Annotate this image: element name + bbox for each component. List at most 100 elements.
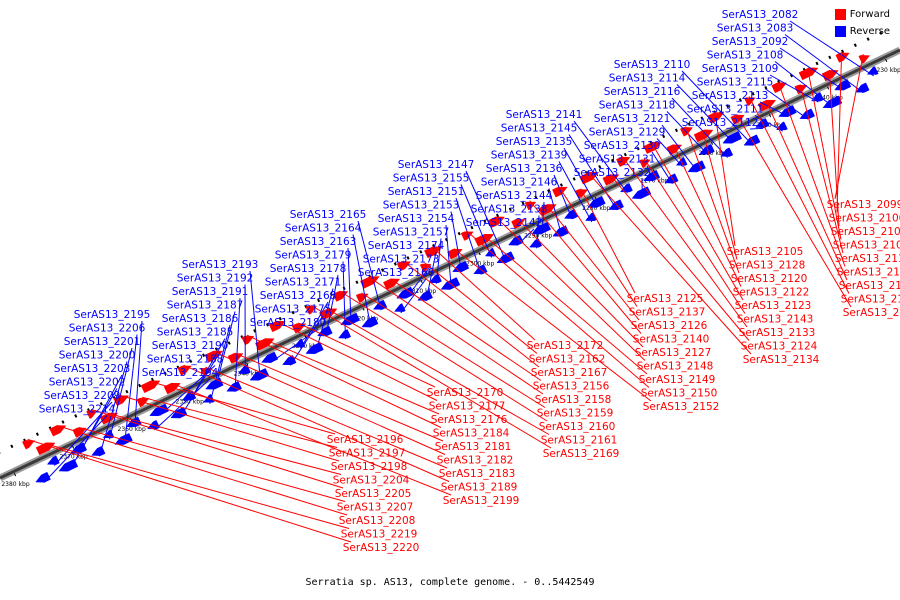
- gene-leader-line: [759, 101, 789, 117]
- gene-label: SerAS13_2155: [393, 173, 470, 185]
- gene-leader-line: [249, 270, 261, 380]
- gene-label: SerAS13_2173: [363, 254, 440, 266]
- feature-mark: [547, 189, 551, 193]
- gene-leader-line: [656, 138, 683, 168]
- axis-tick-label: 2230 kbp: [873, 67, 900, 74]
- axis-tick-label: 2380 kbp: [1, 481, 29, 488]
- legend-reverse-label: Reverse: [849, 26, 890, 37]
- gene-leader-line: [580, 188, 636, 294]
- gene-label: SerAS13_2172: [527, 340, 604, 352]
- gene-leader-line: [529, 200, 642, 334]
- gene-leader-line: [107, 412, 342, 475]
- feature-mark: [636, 146, 640, 151]
- feature-mark: [751, 92, 755, 96]
- gene-leader-line: [568, 134, 618, 211]
- gene-leader-line: [289, 315, 324, 366]
- axis-tick-label: 2370 kbp: [59, 454, 87, 461]
- gene-label: SerAS13_2171: [265, 277, 342, 289]
- gene-leader-line: [297, 322, 436, 388]
- gene-label: SerAS13_2152: [643, 401, 720, 413]
- feature-mark: [623, 152, 627, 157]
- feature-mark: [125, 389, 129, 394]
- gene-label: SerAS13_2174: [368, 240, 445, 252]
- gene-label: SerAS13_2208: [339, 515, 416, 527]
- gene-label: SerAS13_2103: [843, 307, 900, 319]
- forward-gene-arrow: [163, 382, 181, 395]
- gene-label: SerAS13_2125: [627, 293, 704, 305]
- gene-leader-line: [651, 142, 744, 301]
- gene-label: SerAS13_2207: [337, 502, 414, 514]
- gene-label: SerAS13_2196: [327, 434, 404, 446]
- gene-leader-line: [368, 276, 544, 395]
- feature-mark: [738, 98, 742, 102]
- gene-label: SerAS13_2082: [722, 9, 799, 21]
- gene-leader-line: [425, 251, 437, 301]
- gene-label: SerAS13_2161: [541, 435, 618, 447]
- gene-leader-line: [784, 34, 864, 94]
- gene-label: SerAS13_2119: [839, 280, 900, 292]
- legend-forward: Forward: [834, 9, 890, 20]
- gene-leader-line: [263, 338, 440, 415]
- feature-mark: [789, 73, 793, 78]
- forward-gene-arrow: [383, 278, 401, 290]
- gene-leader-line: [445, 224, 452, 289]
- gene-label: SerAS13_2166: [358, 267, 435, 279]
- gene-label: SerAS13_2167: [531, 367, 608, 379]
- reverse-gene-arrow: [810, 92, 824, 102]
- gene-leader-line: [141, 396, 338, 448]
- axis-tick-label: 2360 kbp: [118, 426, 146, 433]
- reverse-swatch: [834, 26, 846, 37]
- gene-leader-line: [390, 278, 542, 381]
- reverse-gene-arrow: [776, 121, 788, 131]
- gene-label: SerAS13_2147: [398, 159, 475, 171]
- reverse-gene-arrow: [114, 432, 133, 445]
- gene-leader-line: [315, 288, 334, 354]
- reverse-gene-arrow: [91, 445, 106, 456]
- gene-leader-line: [749, 127, 764, 130]
- gene-label: SerAS13_2120: [731, 273, 808, 285]
- gene-leader-line: [78, 426, 346, 502]
- gene-label: SerAS13_2175: [255, 304, 332, 316]
- gene-label: SerAS13_2198: [331, 461, 408, 473]
- feature-mark: [483, 219, 487, 224]
- gene-leader-line: [361, 292, 546, 408]
- axis-tick-label: 2330 kbp: [292, 343, 320, 350]
- backbone-line: [0, 48, 900, 480]
- gene-leader-line: [789, 20, 874, 77]
- gene-label: SerAS13_2191: [172, 286, 249, 298]
- gene-label: SerAS13_2121: [594, 113, 671, 125]
- gene-label: SerAS13_2159: [537, 408, 614, 420]
- gene-leader-line: [205, 366, 448, 469]
- gene-leader-line: [563, 147, 598, 208]
- genome-backbone: [0, 46, 900, 482]
- axis-tick: [420, 279, 423, 283]
- gene-label: SerAS13_2107: [831, 226, 900, 238]
- feature-mark: [495, 213, 500, 218]
- gene-leader-line: [799, 84, 844, 254]
- gene-label: SerAS13_2178: [270, 263, 347, 275]
- reverse-gene-arrow: [529, 238, 543, 248]
- gene-leader-line: [300, 301, 329, 349]
- axis-tick-label: 2310 kbp: [408, 288, 436, 295]
- axis-tick: [885, 58, 888, 63]
- gene-label: SerAS13_2193: [182, 259, 259, 271]
- gene-label: SerAS13_2100: [833, 240, 900, 252]
- legend-reverse: Reverse: [834, 26, 890, 37]
- feature-mark: [393, 262, 397, 266]
- forward-gene-arrow: [616, 156, 631, 167]
- gene-leader-line: [43, 415, 108, 483]
- reverse-gene-arrow: [699, 143, 715, 155]
- gene-label: SerAS13_2158: [535, 394, 612, 406]
- gene-label: SerAS13_2110: [614, 59, 691, 71]
- gene-leader-line: [779, 47, 844, 91]
- gene-leader-line: [400, 278, 427, 314]
- gene-leader-line: [270, 328, 319, 364]
- feature-mark: [508, 207, 512, 212]
- gene-label: SerAS13_2105: [727, 246, 804, 258]
- gene-label: SerAS13_2201: [64, 336, 141, 348]
- gene-label: SerAS13_2181: [435, 441, 512, 453]
- axis-tick-label: 2290 kbp: [524, 233, 552, 240]
- feature-mark: [700, 116, 704, 120]
- gene-label: SerAS13_2150: [641, 388, 718, 400]
